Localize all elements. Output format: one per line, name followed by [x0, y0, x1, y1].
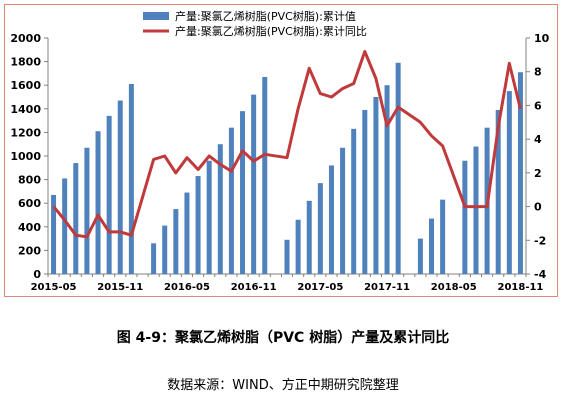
bar — [128, 84, 134, 275]
yoy-line — [52, 50, 522, 239]
left-axis-tick-label: 1400 — [10, 103, 41, 116]
bar — [362, 109, 368, 274]
x-axis-tick-label: 2015-05 — [31, 282, 77, 293]
figure-title: 图 4-9：聚氯乙烯树脂（PVC 树脂）产量及累计同比 — [116, 330, 450, 346]
bar — [284, 239, 290, 274]
left-axis-tick-label: 0 — [33, 268, 41, 281]
left-axis-tick-label: 200 — [18, 244, 41, 257]
bar — [95, 131, 101, 274]
bar — [306, 200, 312, 274]
x-axis-tick-label: 2016-05 — [164, 282, 210, 293]
bar — [328, 165, 334, 274]
bar — [217, 144, 223, 274]
bar — [62, 178, 68, 274]
bar — [228, 127, 234, 275]
source-note: 数据来源：WIND、方正中期研究院整理 — [167, 378, 399, 393]
right-axis-tick-label: 6 — [534, 99, 542, 112]
left-axis-tick-label: 1200 — [10, 126, 41, 139]
bar — [395, 62, 401, 274]
bar — [117, 100, 123, 274]
bar — [351, 128, 357, 274]
bar — [73, 163, 79, 274]
legend-label-bar: 产量:聚氯乙烯树脂(PVC树脂):累计值 — [175, 9, 356, 23]
x-axis-tick-label: 2018-05 — [431, 282, 477, 293]
bar — [251, 94, 257, 274]
left-axis-tick-label: 1600 — [10, 79, 41, 92]
left-axis-tick-label: 1000 — [10, 150, 41, 163]
bar — [440, 199, 446, 274]
bar — [84, 147, 90, 274]
right-axis-tick-label: 10 — [534, 32, 550, 45]
legend-swatch-bar — [143, 12, 169, 20]
bar — [195, 176, 201, 274]
bar — [417, 238, 423, 274]
left-axis-tick-label: 2000 — [10, 32, 41, 45]
bar — [106, 115, 112, 274]
bar — [506, 91, 512, 274]
bar — [262, 76, 268, 274]
bar — [206, 160, 212, 274]
bar — [429, 218, 435, 274]
left-axis-tick-label: 400 — [18, 221, 41, 234]
bar — [162, 225, 168, 274]
legend-label-line: 产量:聚氯乙烯树脂(PVC树脂):累计同比 — [175, 24, 367, 38]
bar — [373, 97, 379, 274]
right-axis-tick-label: 0 — [534, 201, 542, 214]
x-axis-tick-label: 2017-05 — [297, 282, 343, 293]
left-axis-tick-label: 1800 — [10, 56, 41, 69]
chart-frame — [4, 4, 558, 297]
bar — [295, 219, 301, 274]
x-axis-tick-label: 2018-11 — [497, 282, 543, 293]
bar — [473, 146, 479, 274]
right-axis-tick-label: 8 — [534, 66, 542, 79]
x-axis-tick-label: 2015-11 — [97, 282, 143, 293]
right-axis-tick-label: -4 — [534, 268, 547, 281]
bar — [317, 183, 323, 274]
left-axis-tick-label: 800 — [18, 174, 41, 187]
bar — [495, 109, 501, 274]
x-axis-tick-label: 2017-11 — [364, 282, 410, 293]
bar — [51, 194, 57, 274]
left-axis-tick-label: 600 — [18, 197, 41, 210]
x-axis-tick-label: 2016-11 — [231, 282, 277, 293]
bar — [462, 160, 468, 274]
bar — [184, 192, 190, 274]
bar — [340, 147, 346, 274]
right-axis-tick-label: 4 — [534, 133, 542, 146]
bar — [240, 111, 246, 274]
bar — [517, 72, 523, 274]
bar — [384, 85, 390, 274]
bar — [151, 243, 157, 274]
pvc-production-chart: 0 200 400 600 800 1000 1200 1400 1600 1800 2000 -4 -… — [10, 9, 550, 293]
right-axis-tick-label: -2 — [534, 234, 546, 247]
right-axis-tick-label: 2 — [534, 167, 542, 180]
bar — [173, 209, 179, 274]
